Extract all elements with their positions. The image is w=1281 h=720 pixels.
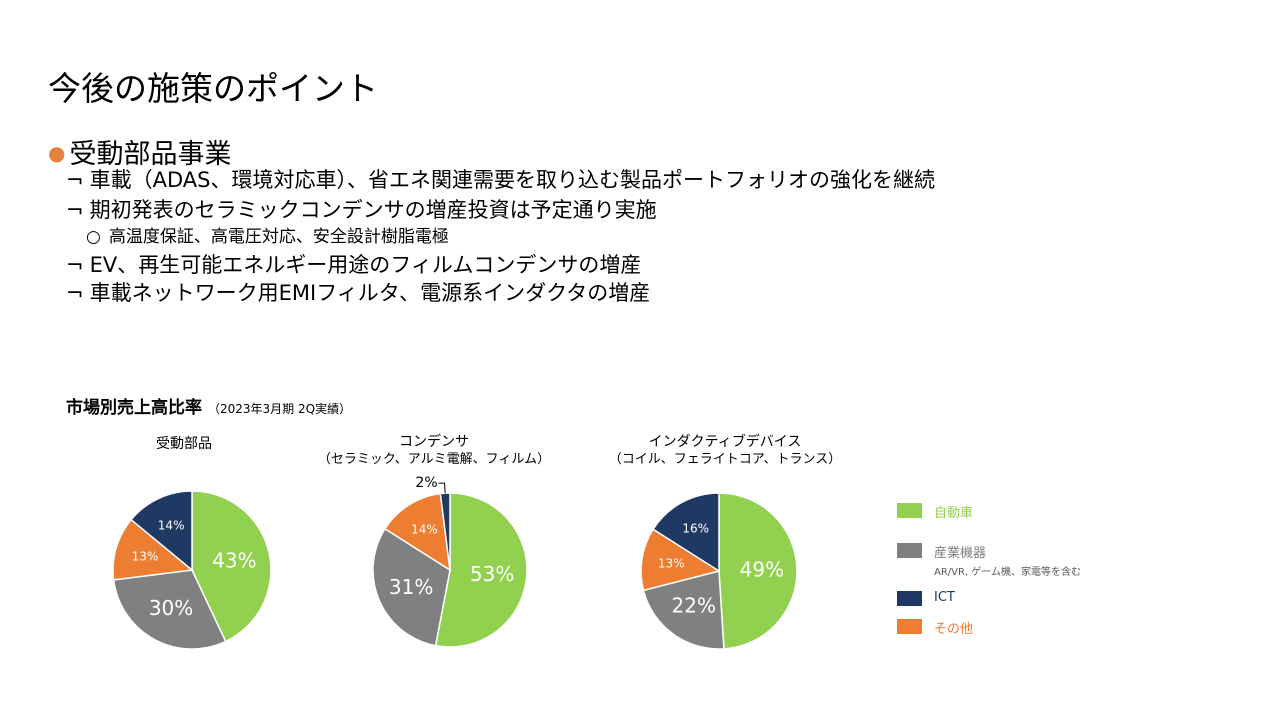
legend-label: その他 xyxy=(934,622,974,637)
bullet-marker: ¬ xyxy=(66,168,84,192)
list-item-text: 車載（ADAS、環境対応車）、省エネ関連需要を取り込む製品ポートフォリオの強化を… xyxy=(89,168,935,192)
pie-chart-inductive-devices: 49% 22% 13% 16% xyxy=(640,492,798,650)
sub-list-item-text: 高温度保証、高電圧対応、安全設計樹脂電極 xyxy=(108,227,449,247)
pie-data-label: 30% xyxy=(149,596,193,620)
pie-title: コンデンサ xyxy=(399,434,469,450)
pie-slice-automotive xyxy=(718,492,798,650)
pie-data-label: 14% xyxy=(158,519,185,533)
pie-data-label: 43% xyxy=(212,549,256,573)
chart-heading: 市場別売上高比率 （2023年3月期 2Q実績） xyxy=(66,393,351,418)
pie-data-label: 53% xyxy=(470,562,514,586)
legend-note: AR/VR, ゲーム機、家電等を含む xyxy=(934,567,1082,578)
legend-swatch xyxy=(897,543,922,558)
pie-subtitle: （コイル、フェライトコア、トランス） xyxy=(608,452,842,467)
bullet-dot: ● xyxy=(48,141,66,165)
legend-label: 産業機器 xyxy=(934,546,987,561)
pie-slice-industrial xyxy=(112,569,227,650)
pie-data-label: 13% xyxy=(132,549,159,563)
pie-data-label: 22% xyxy=(672,594,716,618)
pie-data-label: 14% xyxy=(411,523,438,537)
pie-data-label: 2% xyxy=(415,475,437,491)
pie-data-label: 31% xyxy=(389,575,433,599)
pie-data-label: 49% xyxy=(740,558,784,582)
list-item: ¬ 期初発表のセラミックコンデンサの増産投資は予定通り実施 xyxy=(66,196,657,224)
legend-label: 自動車 xyxy=(934,506,974,521)
section-heading: ● 受動部品事業 xyxy=(48,132,231,171)
pie-slice-industrial xyxy=(642,570,725,650)
list-item-text: 車載ネットワーク用EMIフィルタ、電源系インダクタの増産 xyxy=(89,281,651,305)
pie-slice-ict xyxy=(652,492,720,573)
legend-label: ICT xyxy=(934,590,955,605)
pie-slice-other xyxy=(112,518,194,581)
pie-title: 受動部品 xyxy=(156,436,212,452)
section-heading-text: 受動部品事業 xyxy=(69,139,232,170)
pie-slice-ict xyxy=(130,490,193,572)
pie-chart-capacitors: 53% 31% 14% 2% xyxy=(372,475,528,648)
pie-slice-automotive xyxy=(191,490,272,643)
list-item: ¬ 車載（ADAS、環境対応車）、省エネ関連需要を取り込む製品ポートフォリオの強化… xyxy=(66,166,935,194)
chart-heading-note: （2023年3月期 2Q実績） xyxy=(208,402,352,416)
list-item-text: 期初発表のセラミックコンデンサの増産投資は予定通り実施 xyxy=(89,198,657,222)
bullet-marker: ¬ xyxy=(66,253,84,277)
bullet-marker: ¬ xyxy=(66,281,84,305)
pie-title: インダクティブデバイス xyxy=(648,434,802,450)
legend-swatch xyxy=(897,619,922,634)
bullet-marker: ¬ xyxy=(66,198,84,222)
pie-slice-other xyxy=(640,528,721,592)
sub-list-item: ○ 高温度保証、高電圧対応、安全設計樹脂電極 xyxy=(86,225,449,249)
legend-swatch xyxy=(897,503,922,518)
list-item-text: EV、再生可能エネルギー用途のフィルムコンデンサの増産 xyxy=(89,253,642,277)
list-item: ¬ EV、再生可能エネルギー用途のフィルムコンデンサの増産 xyxy=(66,251,641,279)
list-item: ¬ 車載ネットワーク用EMIフィルタ、電源系インダクタの増産 xyxy=(66,279,650,307)
page-title: 今後の施策のポイント xyxy=(48,69,378,108)
pie-data-label: 13% xyxy=(658,556,685,570)
legend-swatch xyxy=(897,591,922,606)
chart-heading-title: 市場別売上高比率 xyxy=(66,398,202,418)
pie-leader-line xyxy=(438,482,446,494)
pie-subtitle: （セラミック、アルミ電解、フィルム） xyxy=(317,452,551,467)
pie-chart-passive-components: 43% 30% 13% 14% xyxy=(112,490,272,650)
pie-data-label: 16% xyxy=(682,522,709,536)
pie-slice-automotive xyxy=(434,492,528,648)
pie-slice-ict xyxy=(439,492,451,571)
sub-bullet-marker: ○ xyxy=(86,227,101,247)
pie-slice-other xyxy=(383,492,451,572)
